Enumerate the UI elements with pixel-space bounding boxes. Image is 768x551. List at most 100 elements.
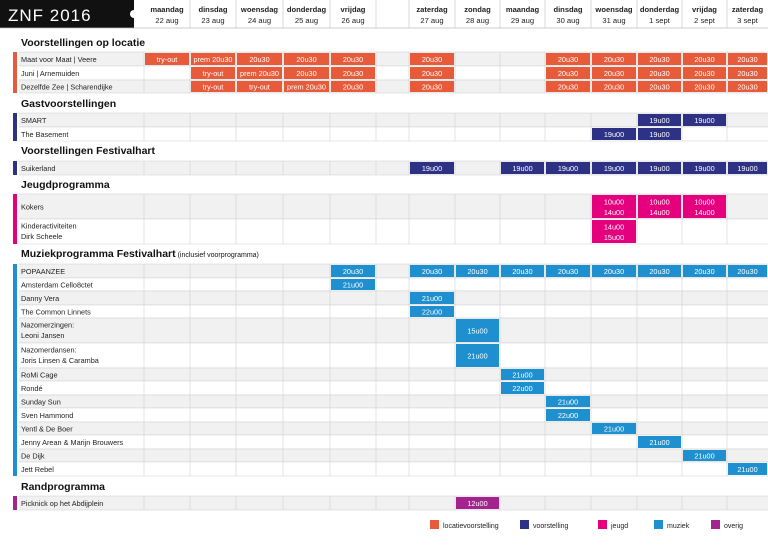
row-name: Nazomerdansen: bbox=[21, 346, 77, 355]
performance-cell[interactable] bbox=[284, 81, 329, 92]
performance-cell[interactable] bbox=[592, 423, 636, 434]
performance-cell[interactable] bbox=[501, 265, 544, 277]
performance-cell[interactable] bbox=[638, 53, 681, 65]
performance-cell[interactable] bbox=[638, 162, 681, 174]
performance-cell[interactable] bbox=[410, 67, 454, 79]
performance-cell[interactable] bbox=[592, 53, 636, 65]
legend-swatch bbox=[654, 520, 663, 529]
performance-cell[interactable] bbox=[728, 81, 767, 92]
performance-cell[interactable] bbox=[728, 67, 767, 79]
performance-cell[interactable] bbox=[638, 114, 681, 126]
performance-cell[interactable] bbox=[191, 81, 235, 92]
performance-time: 20u30 bbox=[694, 267, 714, 276]
performance-cell[interactable] bbox=[638, 195, 681, 218]
performance-time: 21u00 bbox=[467, 352, 487, 361]
row-background bbox=[19, 291, 768, 305]
performance-cell[interactable] bbox=[237, 81, 282, 92]
performance-cell[interactable] bbox=[331, 53, 375, 65]
performance-cell[interactable] bbox=[501, 162, 544, 174]
performance-cell[interactable] bbox=[683, 67, 726, 79]
performance-cell[interactable] bbox=[410, 306, 454, 317]
performance-cell[interactable] bbox=[683, 162, 726, 174]
performance-time: 19u00 bbox=[604, 164, 624, 173]
performance-cell[interactable] bbox=[728, 463, 767, 475]
row-name: Sven Hammond bbox=[21, 411, 73, 420]
header-date: 22 aug bbox=[155, 16, 178, 25]
performance-cell[interactable] bbox=[501, 382, 544, 394]
category-marker bbox=[13, 422, 17, 435]
performance-cell[interactable] bbox=[410, 292, 454, 304]
performance-cell[interactable] bbox=[638, 128, 681, 140]
performance-cell[interactable] bbox=[638, 265, 681, 277]
performance-cell[interactable] bbox=[592, 265, 636, 277]
performance-cell[interactable] bbox=[592, 67, 636, 79]
performance-cell[interactable] bbox=[546, 81, 590, 92]
header-date: 31 aug bbox=[602, 16, 625, 25]
performance-cell[interactable] bbox=[331, 279, 375, 290]
performance-time: 19u00 bbox=[694, 116, 714, 125]
performance-cell[interactable] bbox=[638, 81, 681, 92]
row-name: The Basement bbox=[21, 130, 68, 139]
performance-cell[interactable] bbox=[592, 162, 636, 174]
performance-time: 20u30 bbox=[604, 83, 624, 92]
performance-time: 20u30 bbox=[343, 267, 363, 276]
performance-cell[interactable] bbox=[410, 81, 454, 92]
performance-cell[interactable] bbox=[683, 450, 726, 461]
performance-cell[interactable] bbox=[145, 53, 189, 65]
performance-cell[interactable] bbox=[331, 67, 375, 79]
performance-cell[interactable] bbox=[456, 265, 499, 277]
performance-cell[interactable] bbox=[501, 369, 544, 380]
performance-cell[interactable] bbox=[683, 53, 726, 65]
performance-cell[interactable] bbox=[546, 265, 590, 277]
performance-cell[interactable] bbox=[683, 265, 726, 277]
performance-cell[interactable] bbox=[546, 162, 590, 174]
performance-cell[interactable] bbox=[592, 81, 636, 92]
performance-time: 12u00 bbox=[467, 499, 487, 508]
performance-cell[interactable] bbox=[592, 220, 636, 243]
performance-cell[interactable] bbox=[683, 114, 726, 126]
performance-cell[interactable] bbox=[546, 53, 590, 65]
performance-cell[interactable] bbox=[237, 67, 282, 79]
performance-cell[interactable] bbox=[546, 67, 590, 79]
row-name: Nazomerzingen: bbox=[21, 321, 74, 330]
performance-cell[interactable] bbox=[683, 81, 726, 92]
performance-time: 20u30 bbox=[343, 69, 363, 78]
performance-cell[interactable] bbox=[728, 53, 767, 65]
performance-cell[interactable] bbox=[456, 497, 499, 509]
performance-cell[interactable] bbox=[237, 53, 282, 65]
header-date: 26 aug bbox=[341, 16, 364, 25]
performance-cell[interactable] bbox=[546, 396, 590, 407]
performance-cell[interactable] bbox=[728, 265, 767, 277]
header-day: donderdag bbox=[287, 5, 327, 14]
performance-cell[interactable] bbox=[683, 195, 726, 218]
row-name: Yentl & De Boer bbox=[21, 425, 73, 434]
performance-cell[interactable] bbox=[284, 67, 329, 79]
performance-cell[interactable] bbox=[331, 265, 375, 277]
performance-time: 22u00 bbox=[422, 308, 442, 317]
performance-cell[interactable] bbox=[191, 67, 235, 79]
performance-cell[interactable] bbox=[638, 436, 681, 448]
performance-cell[interactable] bbox=[284, 53, 329, 65]
category-marker bbox=[13, 381, 17, 395]
performance-time: 20u30 bbox=[558, 55, 578, 64]
performance-time: 20u30 bbox=[558, 83, 578, 92]
performance-cell[interactable] bbox=[728, 162, 767, 174]
performance-time: 10u00 bbox=[694, 198, 714, 207]
section-title: Muziekprogramma Festivalhart (inclusief … bbox=[21, 248, 259, 260]
performance-cell[interactable] bbox=[592, 195, 636, 218]
performance-cell[interactable] bbox=[410, 162, 454, 174]
performance-cell[interactable] bbox=[331, 81, 375, 92]
performance-cell[interactable] bbox=[546, 409, 590, 421]
performance-time: 20u30 bbox=[694, 69, 714, 78]
category-marker bbox=[13, 368, 17, 381]
performance-cell[interactable] bbox=[456, 344, 499, 367]
performance-cell[interactable] bbox=[456, 319, 499, 342]
performance-time: 19u00 bbox=[649, 130, 669, 139]
performance-cell[interactable] bbox=[191, 53, 235, 65]
row-background bbox=[19, 219, 768, 244]
performance-cell[interactable] bbox=[592, 128, 636, 140]
performance-cell[interactable] bbox=[410, 53, 454, 65]
performance-cell[interactable] bbox=[638, 67, 681, 79]
performance-cell[interactable] bbox=[410, 265, 454, 277]
row-name: Joris Linsen & Caramba bbox=[21, 356, 100, 365]
